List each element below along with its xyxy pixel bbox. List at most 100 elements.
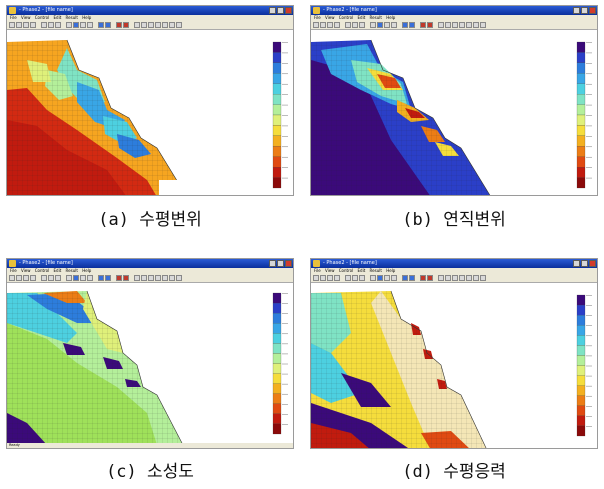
menu-edit[interactable]: Edit [53,15,62,20]
toolbar-button-icon[interactable] [352,22,358,28]
toolbar-button-icon[interactable] [377,22,383,28]
toolbar-button-icon[interactable] [391,275,397,281]
menu-control[interactable]: Control [34,15,50,20]
toolbar-button-icon[interactable] [176,275,182,281]
contour-canvas[interactable] [311,283,597,448]
toolbar-button-icon[interactable] [313,22,319,28]
toolbar-button-icon[interactable] [87,22,93,28]
toolbar-button-icon[interactable] [370,22,376,28]
toolbar-button-icon[interactable] [23,22,29,28]
contour-canvas[interactable] [7,283,293,448]
toolbar-button-icon[interactable] [480,22,486,28]
toolbar-button-icon[interactable] [370,275,376,281]
toolbar-button-icon[interactable] [9,275,15,281]
menu-help[interactable]: Help [386,15,396,20]
menu-result[interactable]: Result [369,268,382,273]
menu-edit[interactable]: Edit [53,268,62,273]
title-bar[interactable]: - Phase2 - [file name] [311,259,597,268]
toolbar-button-icon[interactable] [80,275,86,281]
maximize-button[interactable] [581,260,588,267]
toolbar-button-icon[interactable] [334,22,340,28]
toolbar-button-icon[interactable] [48,22,54,28]
toolbar-button-icon[interactable] [466,275,472,281]
maximize-button[interactable] [277,260,284,267]
toolbar-button-icon[interactable] [155,275,161,281]
toolbar-button-icon[interactable] [473,22,479,28]
title-bar[interactable]: - Phase2 - [file name] [311,6,597,15]
toolbar-button-icon[interactable] [98,22,104,28]
toolbar-button-icon[interactable] [30,22,36,28]
toolbar-button-icon[interactable] [148,275,154,281]
menu-edit[interactable]: Edit [357,15,366,20]
toolbar-button-icon[interactable] [23,275,29,281]
toolbar-button-icon[interactable] [402,22,408,28]
menu-control[interactable]: Control [338,268,354,273]
menu-file[interactable]: File [314,268,321,273]
toolbar-button-icon[interactable] [73,22,79,28]
contour-canvas[interactable] [7,30,293,195]
toolbar-button-icon[interactable] [66,275,72,281]
toolbar-button-icon[interactable] [41,22,47,28]
toolbar-button-icon[interactable] [438,22,444,28]
toolbar-button-icon[interactable] [123,275,129,281]
toolbar-button-icon[interactable] [445,275,451,281]
toolbar-button-icon[interactable] [420,275,426,281]
toolbar-button-icon[interactable] [141,275,147,281]
toolbar-button-icon[interactable] [155,22,161,28]
toolbar-button-icon[interactable] [41,275,47,281]
toolbar-button-icon[interactable] [16,22,22,28]
minimize-button[interactable] [269,260,276,267]
toolbar-button-icon[interactable] [334,275,340,281]
toolbar-button-icon[interactable] [384,22,390,28]
toolbar-button-icon[interactable] [438,275,444,281]
toolbar-button-icon[interactable] [55,22,61,28]
close-button[interactable] [285,7,292,14]
menu-help[interactable]: Help [82,15,92,20]
menu-file[interactable]: File [10,15,17,20]
toolbar-button-icon[interactable] [427,22,433,28]
toolbar-button-icon[interactable] [105,275,111,281]
toolbar-button-icon[interactable] [459,275,465,281]
toolbar-button-icon[interactable] [359,275,365,281]
toolbar-button-icon[interactable] [134,22,140,28]
toolbar-button-icon[interactable] [391,22,397,28]
close-button[interactable] [589,260,596,267]
toolbar-button-icon[interactable] [427,275,433,281]
toolbar-button-icon[interactable] [459,22,465,28]
toolbar-button-icon[interactable] [352,275,358,281]
menu-view[interactable]: View [324,15,335,20]
toolbar-button-icon[interactable] [73,275,79,281]
maximize-button[interactable] [581,7,588,14]
toolbar-button-icon[interactable] [384,275,390,281]
menu-control[interactable]: Control [34,268,50,273]
toolbar-button-icon[interactable] [313,275,319,281]
menu-result[interactable]: Result [369,15,382,20]
toolbar-button-icon[interactable] [320,275,326,281]
toolbar-button-icon[interactable] [55,275,61,281]
menu-view[interactable]: View [20,15,31,20]
toolbar-button-icon[interactable] [420,22,426,28]
toolbar-button-icon[interactable] [80,22,86,28]
menu-view[interactable]: View [324,268,335,273]
toolbar-button-icon[interactable] [87,275,93,281]
toolbar-button-icon[interactable] [377,275,383,281]
menu-result[interactable]: Result [65,15,78,20]
menu-help[interactable]: Help [82,268,92,273]
toolbar-button-icon[interactable] [116,275,122,281]
toolbar-button-icon[interactable] [9,22,15,28]
toolbar-button-icon[interactable] [116,22,122,28]
minimize-button[interactable] [573,7,580,14]
toolbar-button-icon[interactable] [66,22,72,28]
menu-help[interactable]: Help [386,268,396,273]
toolbar-button-icon[interactable] [480,275,486,281]
toolbar-button-icon[interactable] [30,275,36,281]
toolbar-button-icon[interactable] [359,22,365,28]
toolbar-button-icon[interactable] [445,22,451,28]
toolbar-button-icon[interactable] [176,22,182,28]
toolbar-button-icon[interactable] [48,275,54,281]
contour-canvas[interactable] [311,30,597,195]
toolbar-button-icon[interactable] [466,22,472,28]
minimize-button[interactable] [269,7,276,14]
menu-edit[interactable]: Edit [357,268,366,273]
toolbar-button-icon[interactable] [148,22,154,28]
